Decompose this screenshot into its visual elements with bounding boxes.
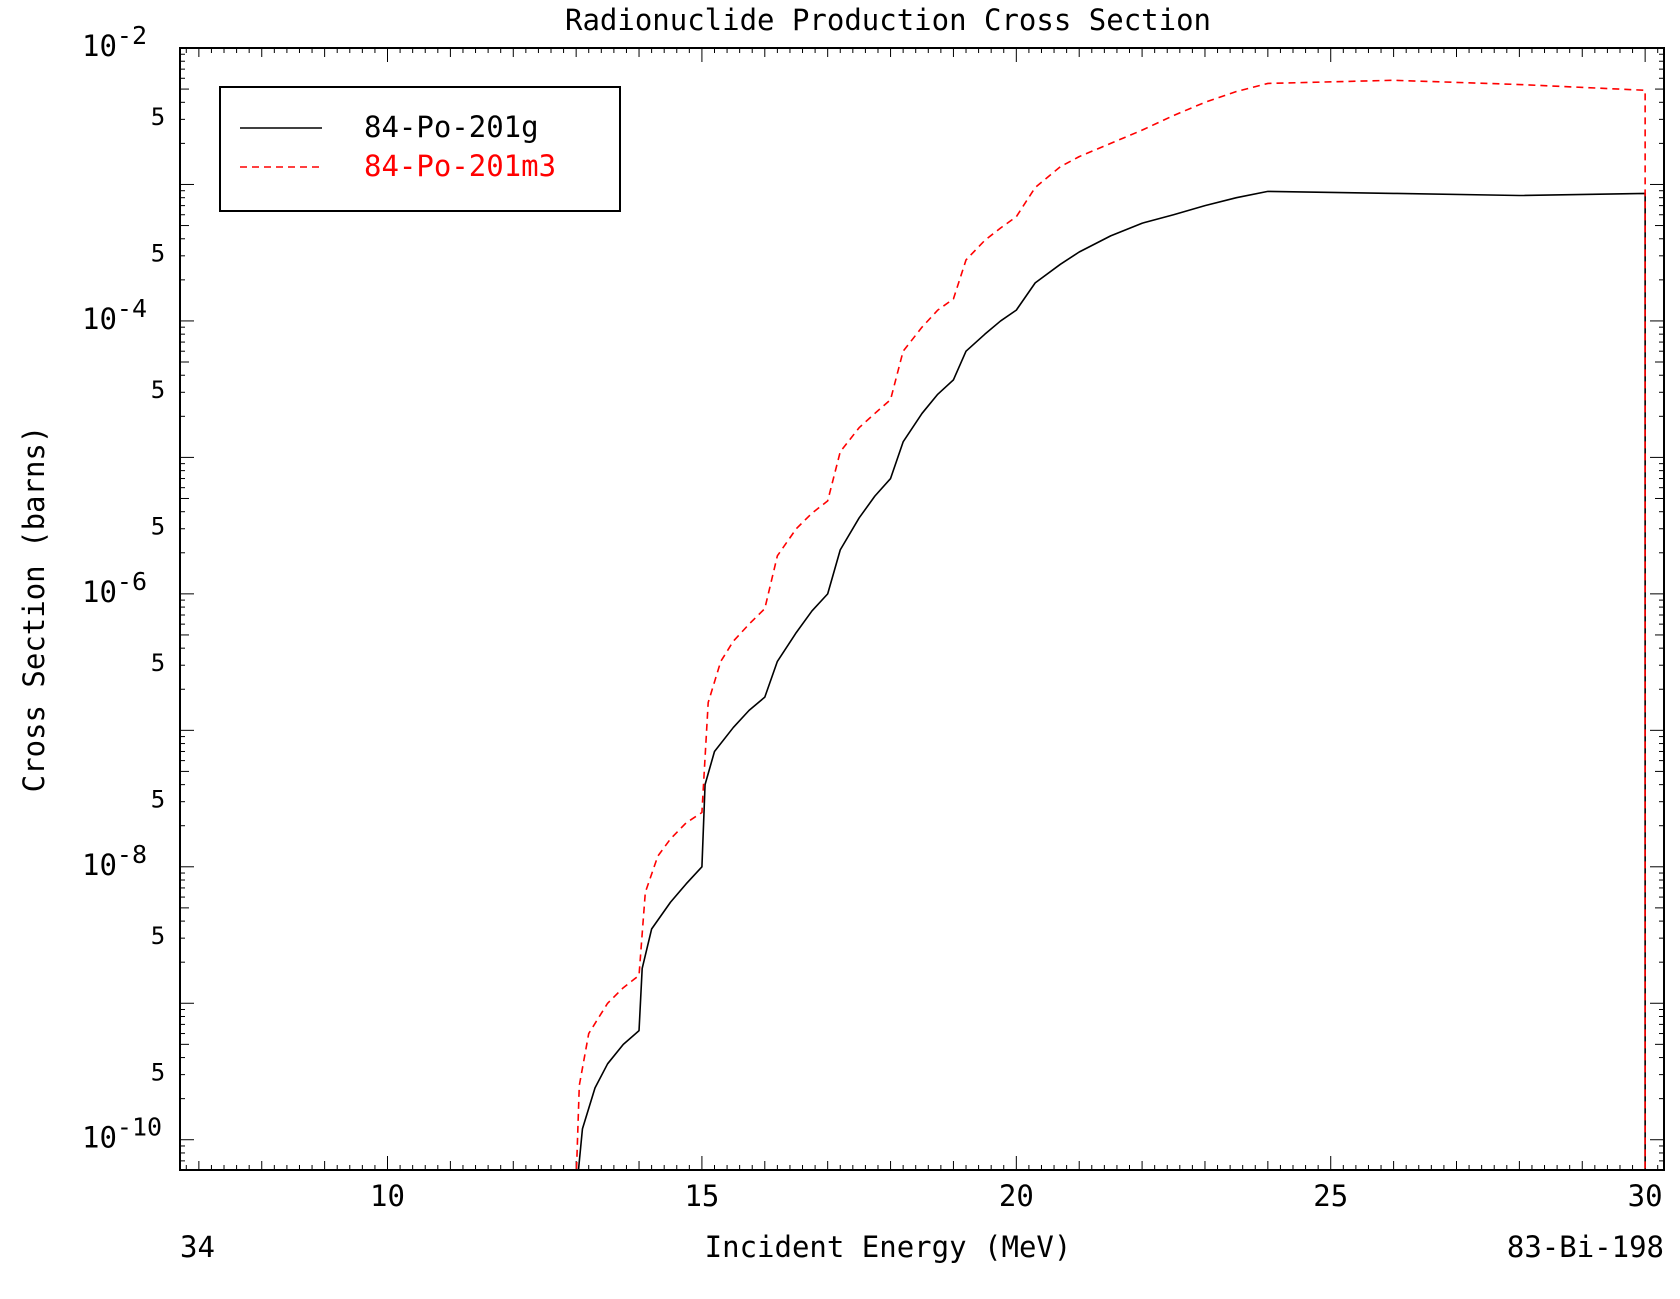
series-line-84-po-201m3 <box>575 79 1646 1170</box>
x-tick-label: 30 <box>1628 1179 1663 1213</box>
y-half-tick-label: 5 <box>151 376 165 404</box>
y-tick-label: 10-6 <box>82 567 147 609</box>
y-axis: 10-2 10-4 10-6 10-8 10-10 5 5 5 5 5 5 5 5 <box>82 21 165 1155</box>
footer-left-label: 34 <box>180 1230 215 1264</box>
x-tick-label: 20 <box>999 1179 1034 1213</box>
y-half-tick-label: 5 <box>151 1058 165 1086</box>
footer-right-label: 83-Bi-198 <box>1507 1230 1664 1264</box>
x-tick-label: 10 <box>370 1179 405 1213</box>
legend-box <box>219 86 621 212</box>
y-half-tick-label: 5 <box>151 240 165 268</box>
series-layer <box>575 79 1646 1170</box>
legend-label-po201m3: 84-Po-201m3 <box>364 149 556 183</box>
x-tick-label: 25 <box>1313 1179 1348 1213</box>
y-half-tick-label: 5 <box>151 103 165 131</box>
y-tick-label: 10-10 <box>82 1113 162 1155</box>
y-half-tick-label: 5 <box>151 785 165 813</box>
y-tick-label: 10-2 <box>82 21 147 63</box>
x-axis: 10 15 20 25 30 <box>370 1179 1663 1213</box>
y-half-tick-label: 5 <box>151 649 165 677</box>
plot-area: 10 15 20 25 30 10-2 10-4 10-6 10-8 10-10 5 5 5 5 5 5 5 5 <box>82 21 1665 1213</box>
legend-label-po201g: 84-Po-201g <box>364 110 539 144</box>
y-half-tick-label: 5 <box>151 922 165 950</box>
plot-frame <box>179 47 1665 1171</box>
y-axis-label: Cross Section (barns) <box>17 426 51 793</box>
y-tick-label: 10-4 <box>82 294 147 336</box>
y-half-tick-label: 5 <box>151 512 165 540</box>
series-line-84-po-201g <box>577 190 1646 1170</box>
legend: 84-Po-201g 84-Po-201m3 <box>219 86 621 212</box>
x-axis-label: Incident Energy (MeV) <box>705 1230 1072 1264</box>
minor-ticks <box>180 47 1664 1171</box>
chart-title: Radionuclide Production Cross Section <box>565 3 1211 37</box>
x-tick-label: 15 <box>684 1179 719 1213</box>
y-tick-label: 10-8 <box>82 840 147 882</box>
